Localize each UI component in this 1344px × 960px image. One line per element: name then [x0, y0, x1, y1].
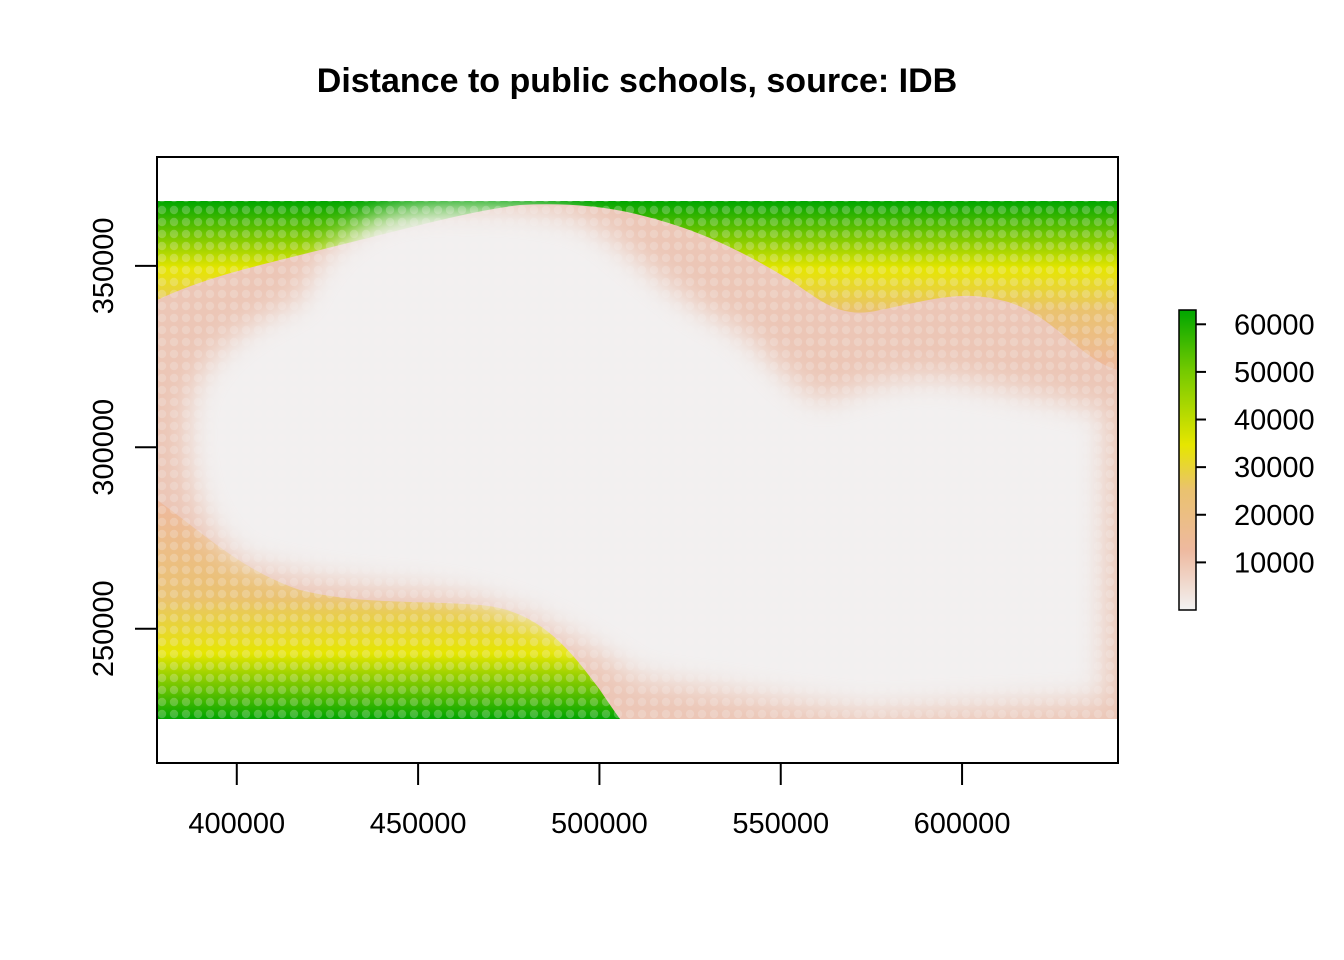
- y-tick-label: 250000: [88, 580, 120, 677]
- x-axis: 400000 450000 500000 550000 600000: [188, 762, 1011, 840]
- x-tick-label: 550000: [732, 808, 829, 840]
- legend-tick-label: 60000: [1234, 309, 1315, 341]
- x-tick-label: 600000: [914, 808, 1011, 840]
- legend-colorbar: [1178, 309, 1197, 611]
- y-axis: 250000 300000 350000: [88, 217, 158, 677]
- chart-title: Distance to public schools, source: IDB: [317, 62, 957, 100]
- legend-tick-label: 10000: [1234, 547, 1315, 579]
- x-tick-label: 450000: [370, 808, 467, 840]
- heatmap-raster: [157, 201, 1118, 719]
- legend-bar: [1178, 309, 1197, 611]
- y-tick-label: 300000: [88, 399, 120, 496]
- legend-tick-label: 50000: [1234, 357, 1315, 389]
- y-tick-label: 350000: [88, 217, 120, 314]
- x-tick-label: 400000: [188, 808, 285, 840]
- x-tick-label: 500000: [551, 808, 648, 840]
- legend-ticks: 10000 20000 30000 40000 50000 60000: [1196, 309, 1315, 579]
- legend-tick-label: 20000: [1234, 500, 1315, 532]
- legend-tick-label: 30000: [1234, 452, 1315, 484]
- legend-tick-label: 40000: [1234, 405, 1315, 437]
